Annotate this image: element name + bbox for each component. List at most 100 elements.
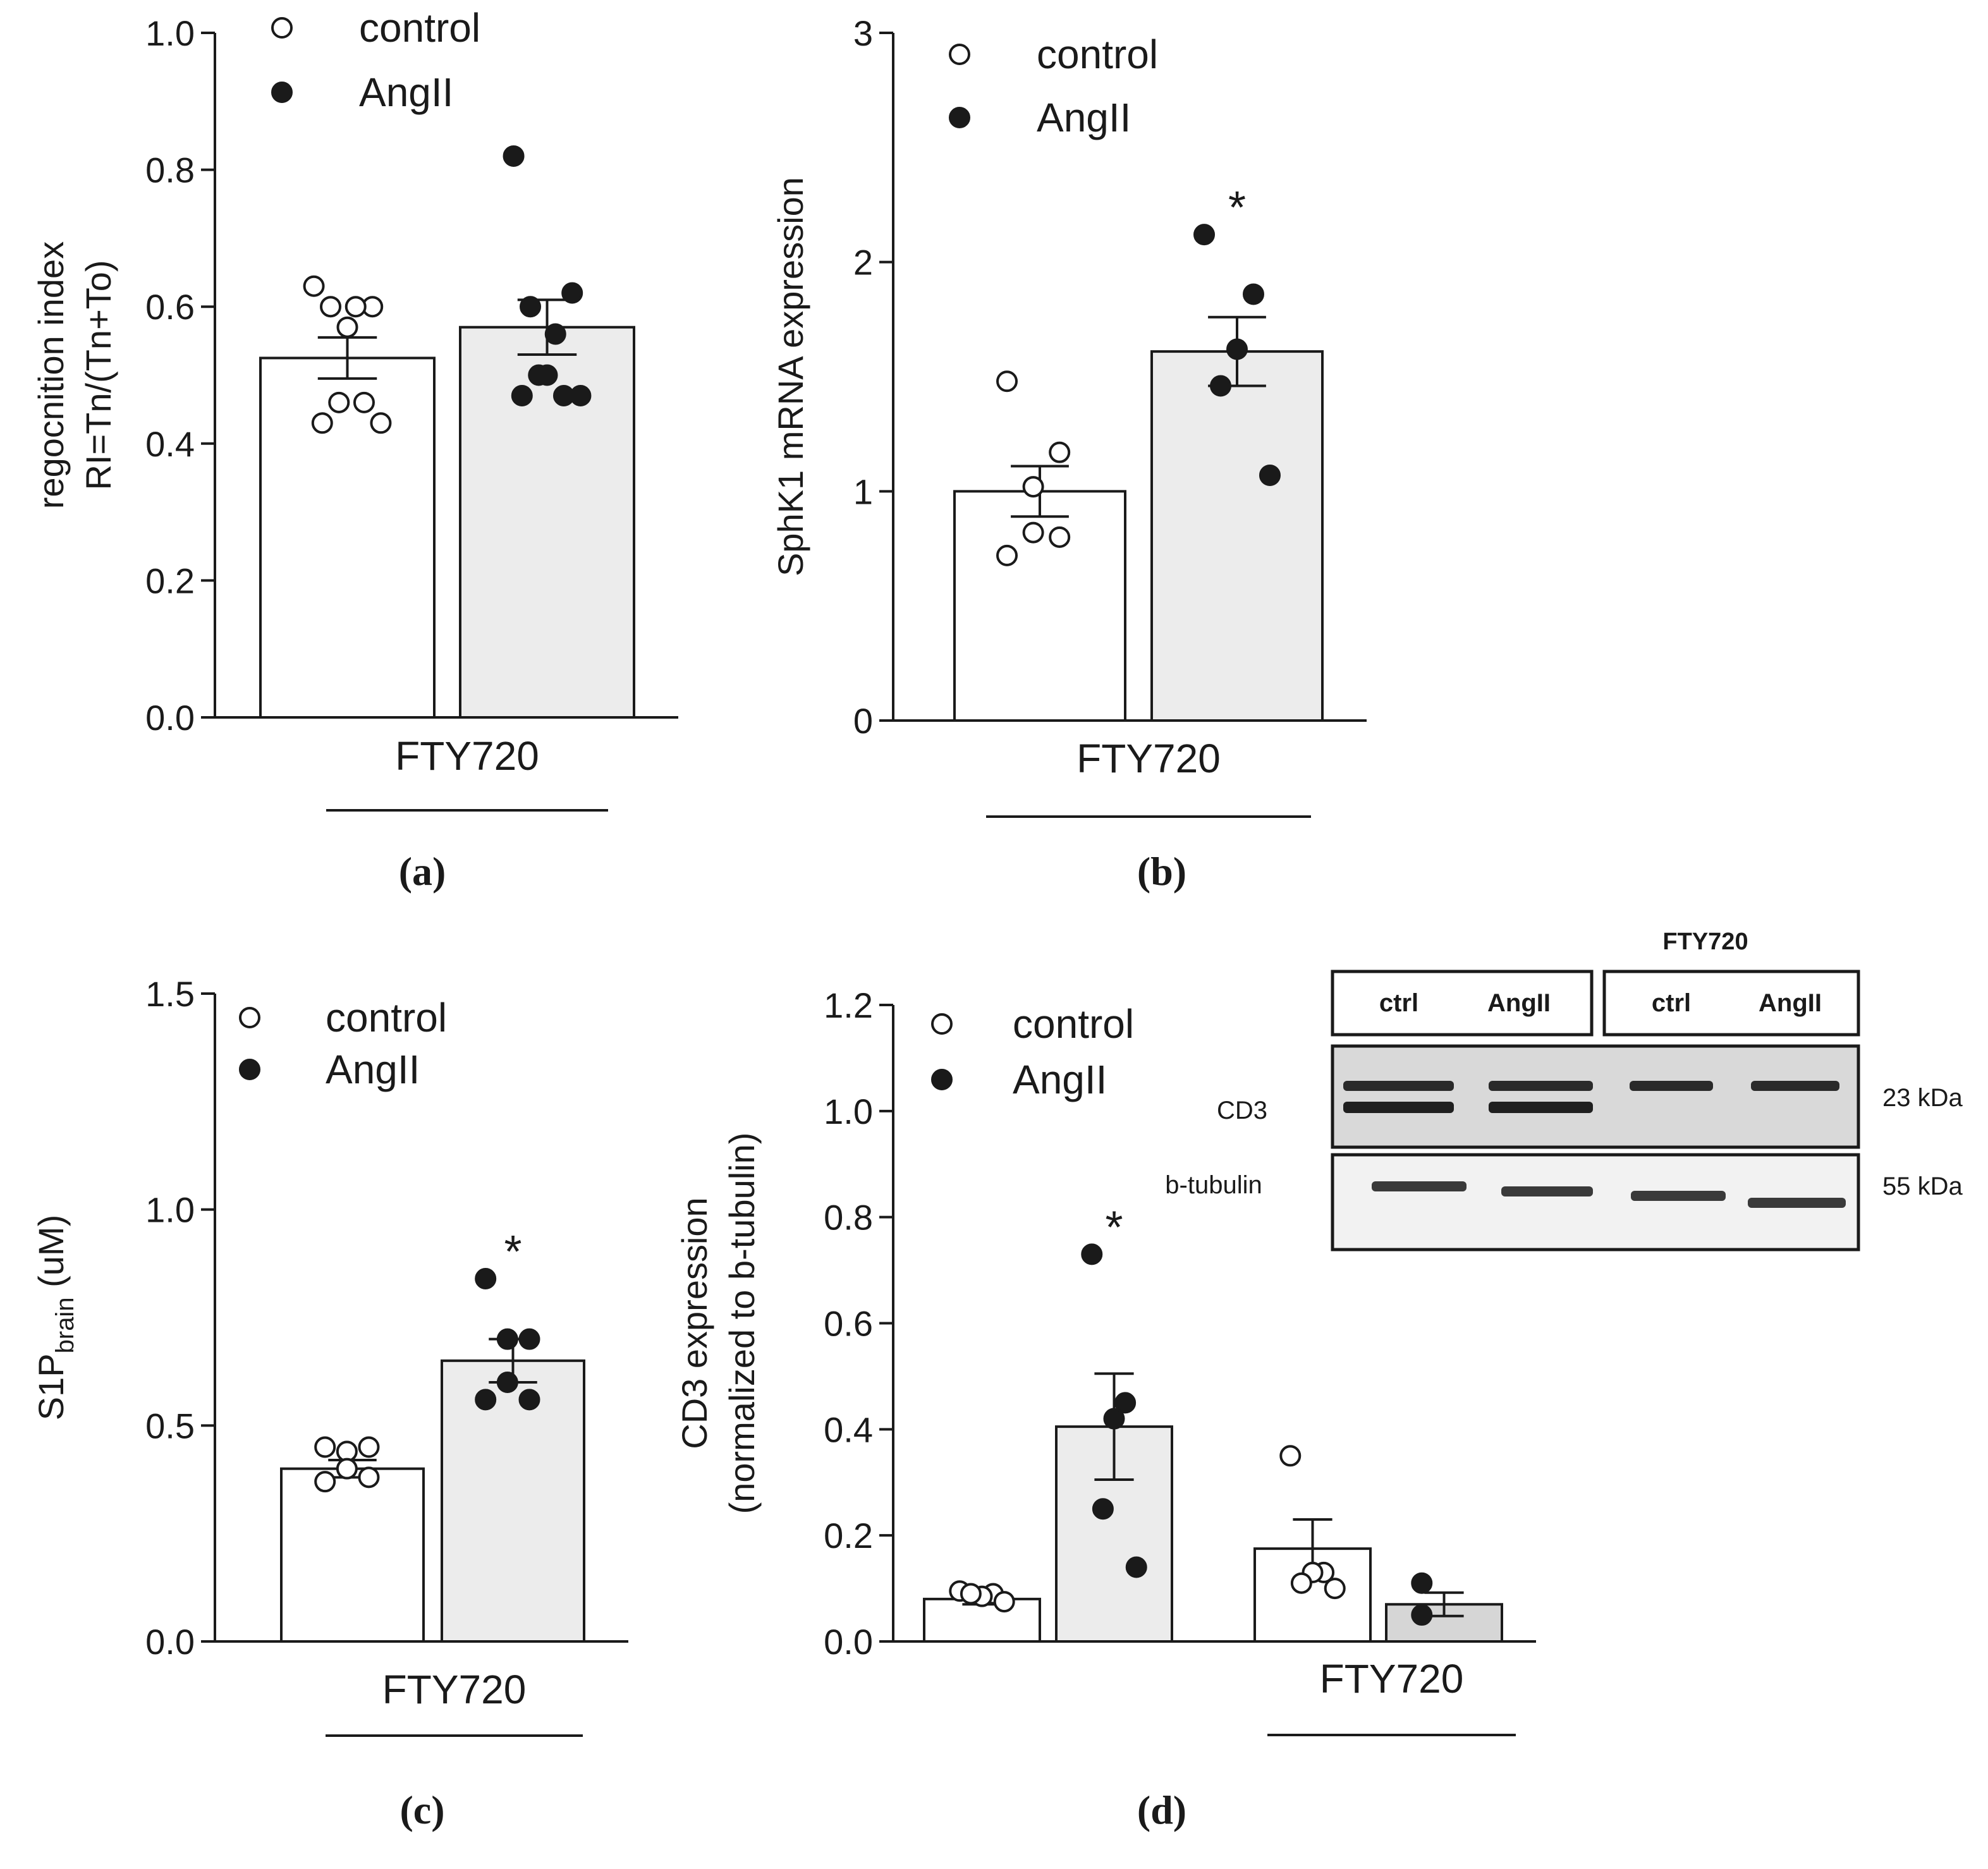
blot-band [1489,1102,1593,1113]
data-point [1193,224,1216,246]
data-point [1081,1243,1103,1265]
y-tick-label: 1.2 [824,985,873,1025]
y-tick-label: 0.4 [145,424,195,464]
y-axis-label: S1Pbrain (uM) [31,1215,79,1420]
lane-label: AngII [1487,989,1551,1017]
group-label: FTY720 [382,1667,527,1712]
data-point [303,275,325,297]
bar-angii [1150,350,1324,722]
y-tick-label: 1.0 [145,1190,195,1230]
y-tick-label: 0.8 [145,150,195,190]
data-point [996,370,1018,393]
legend-marker-angii [271,82,293,103]
data-point [1049,526,1071,548]
data-point [370,412,392,434]
data-point [503,145,525,167]
legend-label-angii: AngII [1013,1057,1107,1102]
data-point [353,391,375,413]
y-tick-label: 0.2 [145,561,195,600]
lane-label: ctrl [1379,989,1418,1017]
blot-band [1630,1081,1713,1091]
data-point [1324,1578,1346,1600]
legend-label-angii: AngII [359,70,453,115]
data-point [518,1328,540,1350]
legend-label-control: control [1037,32,1158,77]
blot-band [1751,1081,1839,1091]
y-tick-label: 0.6 [824,1304,873,1344]
data-point [1114,1392,1137,1414]
data-point [518,1389,540,1411]
data-point [1226,338,1248,360]
data-point [993,1591,1015,1613]
y-tick-label: 0.0 [824,1622,873,1662]
y-axis-label: RI=Tn/(Tn+To) [78,260,118,490]
panel-d: 0.0 0.2 0.4 0.6 0.8 1.0 1.2 CD3 expression (norm… [674,928,1963,1832]
data-point [496,1372,518,1393]
blot-cd3 [1331,1044,1860,1149]
bar-control [280,1467,425,1643]
legend-marker-angii [239,1059,260,1080]
data-point [336,1458,358,1480]
bar-angii [441,1359,585,1643]
y-tick-label: 2 [853,243,873,283]
y-tick-label: 1 [853,472,873,511]
bar-angii [459,326,635,719]
blot-band [1489,1081,1593,1091]
lane-label: AngII [1759,989,1822,1017]
data-point [511,384,533,406]
data-point [311,412,333,434]
data-point [320,296,342,318]
legend-marker-control [949,44,970,65]
data-point [1411,1572,1433,1594]
data-point [544,323,566,345]
significance-star: * [504,1227,521,1277]
y-axis-label: CD3 expression [674,1197,714,1449]
group-label: FTY720 [395,733,539,779]
data-point [1411,1604,1433,1626]
blot-band [1748,1198,1846,1208]
data-point [1279,1445,1302,1467]
data-point [336,316,358,338]
data-point [1210,375,1232,397]
data-point [1242,283,1264,305]
legend-label-control: control [326,995,447,1040]
panel-label: (a) [399,849,446,894]
blot-size-label: 23 kDa [1882,1084,1963,1112]
legend-marker-control [931,1013,953,1035]
blot-band [1343,1081,1454,1091]
data-point [1290,1572,1312,1594]
lane-box-untreated [1331,970,1594,1037]
data-point [345,296,367,318]
y-tick-label: 0.4 [824,1409,873,1449]
y-tick-label: 0.0 [145,1622,195,1662]
legend-label-control: control [1013,1001,1134,1047]
data-point [1092,1498,1114,1520]
blot-row-label: b-tubulin [1165,1171,1262,1199]
y-tick-label: 1.0 [824,1092,873,1131]
data-point [358,1436,380,1458]
panel-a: 0.0 0.2 0.4 0.6 0.8 1.0 regocnition index RI=Tn… [31,5,678,894]
y-axis-label: regocnition index [31,241,71,509]
blot-size-label: 55 kDa [1882,1172,1963,1200]
blot-header: FTY720 [1662,928,1748,955]
data-point [1049,441,1071,463]
legend-label-angii: AngII [326,1047,420,1092]
legend-label-control: control [359,5,480,51]
data-point [314,1436,336,1458]
data-point [1259,464,1281,486]
legend-marker-control [271,17,293,39]
western-blot: FTY720 ctrl AngII ctrl AngII CD3 23 kDa b-tubul… [1165,928,1963,1251]
data-point [314,1471,336,1493]
data-point [528,364,550,386]
blot-row-label: CD3 [1217,1097,1267,1124]
data-point [328,391,350,413]
panel-label: (b) [1137,849,1186,894]
data-point [1103,1408,1125,1430]
data-point [475,1268,497,1289]
data-point [1022,476,1044,498]
y-axis-label: (normalized to b-tubulin) [722,1133,762,1514]
y-tick-label: 3 [853,13,873,53]
y-tick-label: 0 [853,701,873,741]
panel-b: 0 1 2 3 SphK1 mRNA expression * control AngII FT… [771,13,1367,894]
